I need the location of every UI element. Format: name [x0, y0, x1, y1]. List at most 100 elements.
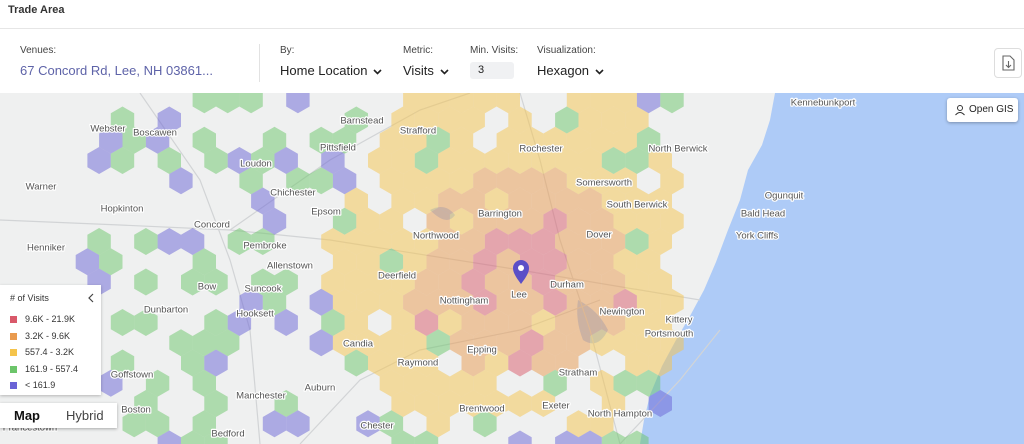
hexagon: [543, 288, 567, 316]
hexagon: [368, 268, 392, 296]
hexagon: [484, 147, 509, 174]
place-label: North Berwick: [648, 144, 707, 155]
hexagon: [613, 126, 637, 154]
hexagon: [262, 207, 287, 235]
hexagon: [438, 390, 462, 417]
hexagon: [449, 126, 474, 154]
hexagon: [520, 329, 544, 357]
map-button[interactable]: Map: [14, 408, 40, 423]
venue-pin[interactable]: [513, 260, 529, 284]
hexagon: [625, 187, 649, 215]
place-label: York Cliffs: [736, 231, 778, 242]
place-label: Ogunquit: [765, 191, 804, 202]
hexagon: [309, 329, 333, 357]
hexagon: [566, 410, 591, 438]
hexagon: [508, 147, 532, 174]
hexagon: [555, 106, 579, 134]
metric-dropdown[interactable]: Visits: [403, 63, 449, 78]
hexagon: [660, 93, 684, 114]
download-button[interactable]: [994, 48, 1022, 78]
place-label: Deerfield: [378, 271, 416, 282]
hexagon: [496, 167, 520, 195]
hexagon: [134, 268, 158, 296]
place-label: Pittsfield: [320, 143, 356, 154]
hexagon: [484, 228, 509, 255]
hexagon: [508, 430, 532, 444]
hexagon: [566, 93, 591, 114]
hexagon: [473, 248, 497, 276]
chevron: [595, 68, 604, 75]
hexagon: [660, 329, 684, 357]
map[interactable]: Barnstead Strafford Rochester Kennebunkport…: [0, 93, 1024, 444]
hexagon: [531, 187, 556, 215]
hexagon: [578, 187, 602, 215]
hexagon: [321, 228, 345, 255]
hexagon: [601, 268, 626, 296]
hexagon: [578, 430, 602, 444]
hexagon: [356, 410, 380, 438]
hexagon: [379, 207, 404, 235]
min-visits-input[interactable]: 3: [470, 62, 514, 79]
hexagon: [356, 288, 380, 316]
venues-value[interactable]: 67 Concord Rd, Lee, NH 03861...: [20, 63, 213, 78]
place-label: Epsom: [311, 207, 341, 218]
hexagon: [414, 187, 439, 215]
place-label: Manchester: [236, 391, 286, 402]
hexagon: [578, 106, 602, 134]
hexagon: [99, 369, 123, 397]
visualization-dropdown[interactable]: Hexagon: [537, 63, 604, 78]
hexagon: [473, 288, 497, 316]
hexagon: [145, 369, 170, 397]
place-label: Bow: [198, 282, 217, 293]
hexagon: [204, 349, 228, 377]
hexagon: [449, 207, 474, 235]
hexagon: [344, 106, 368, 134]
hexagon: [625, 309, 649, 336]
hexagon: [601, 106, 626, 134]
hexagon: [204, 309, 228, 336]
place-label: Kittery: [666, 315, 693, 326]
hexagon: [368, 228, 392, 255]
place-label: Auburn: [305, 383, 336, 394]
hybrid-button[interactable]: Hybrid: [66, 408, 104, 423]
hexagon: [449, 369, 474, 397]
hexagon: [473, 207, 497, 235]
hexagon: [403, 126, 427, 154]
hexagon: [391, 268, 415, 296]
legend-collapse[interactable]: [87, 293, 95, 303]
place-label: Rochester: [519, 144, 562, 155]
hexagon: [239, 288, 263, 316]
hexagon: [648, 147, 672, 174]
hexagon: [368, 349, 392, 377]
hexagon: [239, 93, 263, 114]
place-label: Hopkinton: [101, 204, 144, 215]
hexagon: [555, 228, 579, 255]
legend-item: 3.2K - 9.6K: [10, 330, 70, 342]
by-dropdown[interactable]: Home Location: [280, 63, 383, 78]
hexagon: [648, 309, 672, 336]
hexagon: [192, 126, 216, 154]
hexagon: [403, 329, 427, 357]
hexagon: [391, 228, 415, 255]
hexagon: [566, 288, 591, 316]
open-gis-button[interactable]: Open GIS: [947, 98, 1018, 122]
hexagon: [601, 147, 626, 174]
map-type-toggle: Map Hybrid: [0, 403, 117, 428]
hexagon: [332, 329, 357, 357]
hexagon: [379, 248, 404, 276]
legend-swatch: [10, 365, 17, 373]
chevron: [440, 68, 449, 75]
hexagon: [379, 410, 404, 438]
visualization-value: Hexagon: [537, 63, 590, 78]
place-label: Portsmouth: [645, 329, 694, 340]
hexagon: [204, 390, 228, 417]
hexagon: [508, 106, 532, 134]
hexagon: [520, 126, 544, 154]
hexagon: [87, 228, 111, 255]
hexagon: [134, 390, 158, 417]
hexagon: [449, 93, 474, 114]
hexagon: [484, 268, 509, 296]
hexagon: [625, 106, 649, 134]
place-label: Kennebunkport: [791, 98, 856, 109]
